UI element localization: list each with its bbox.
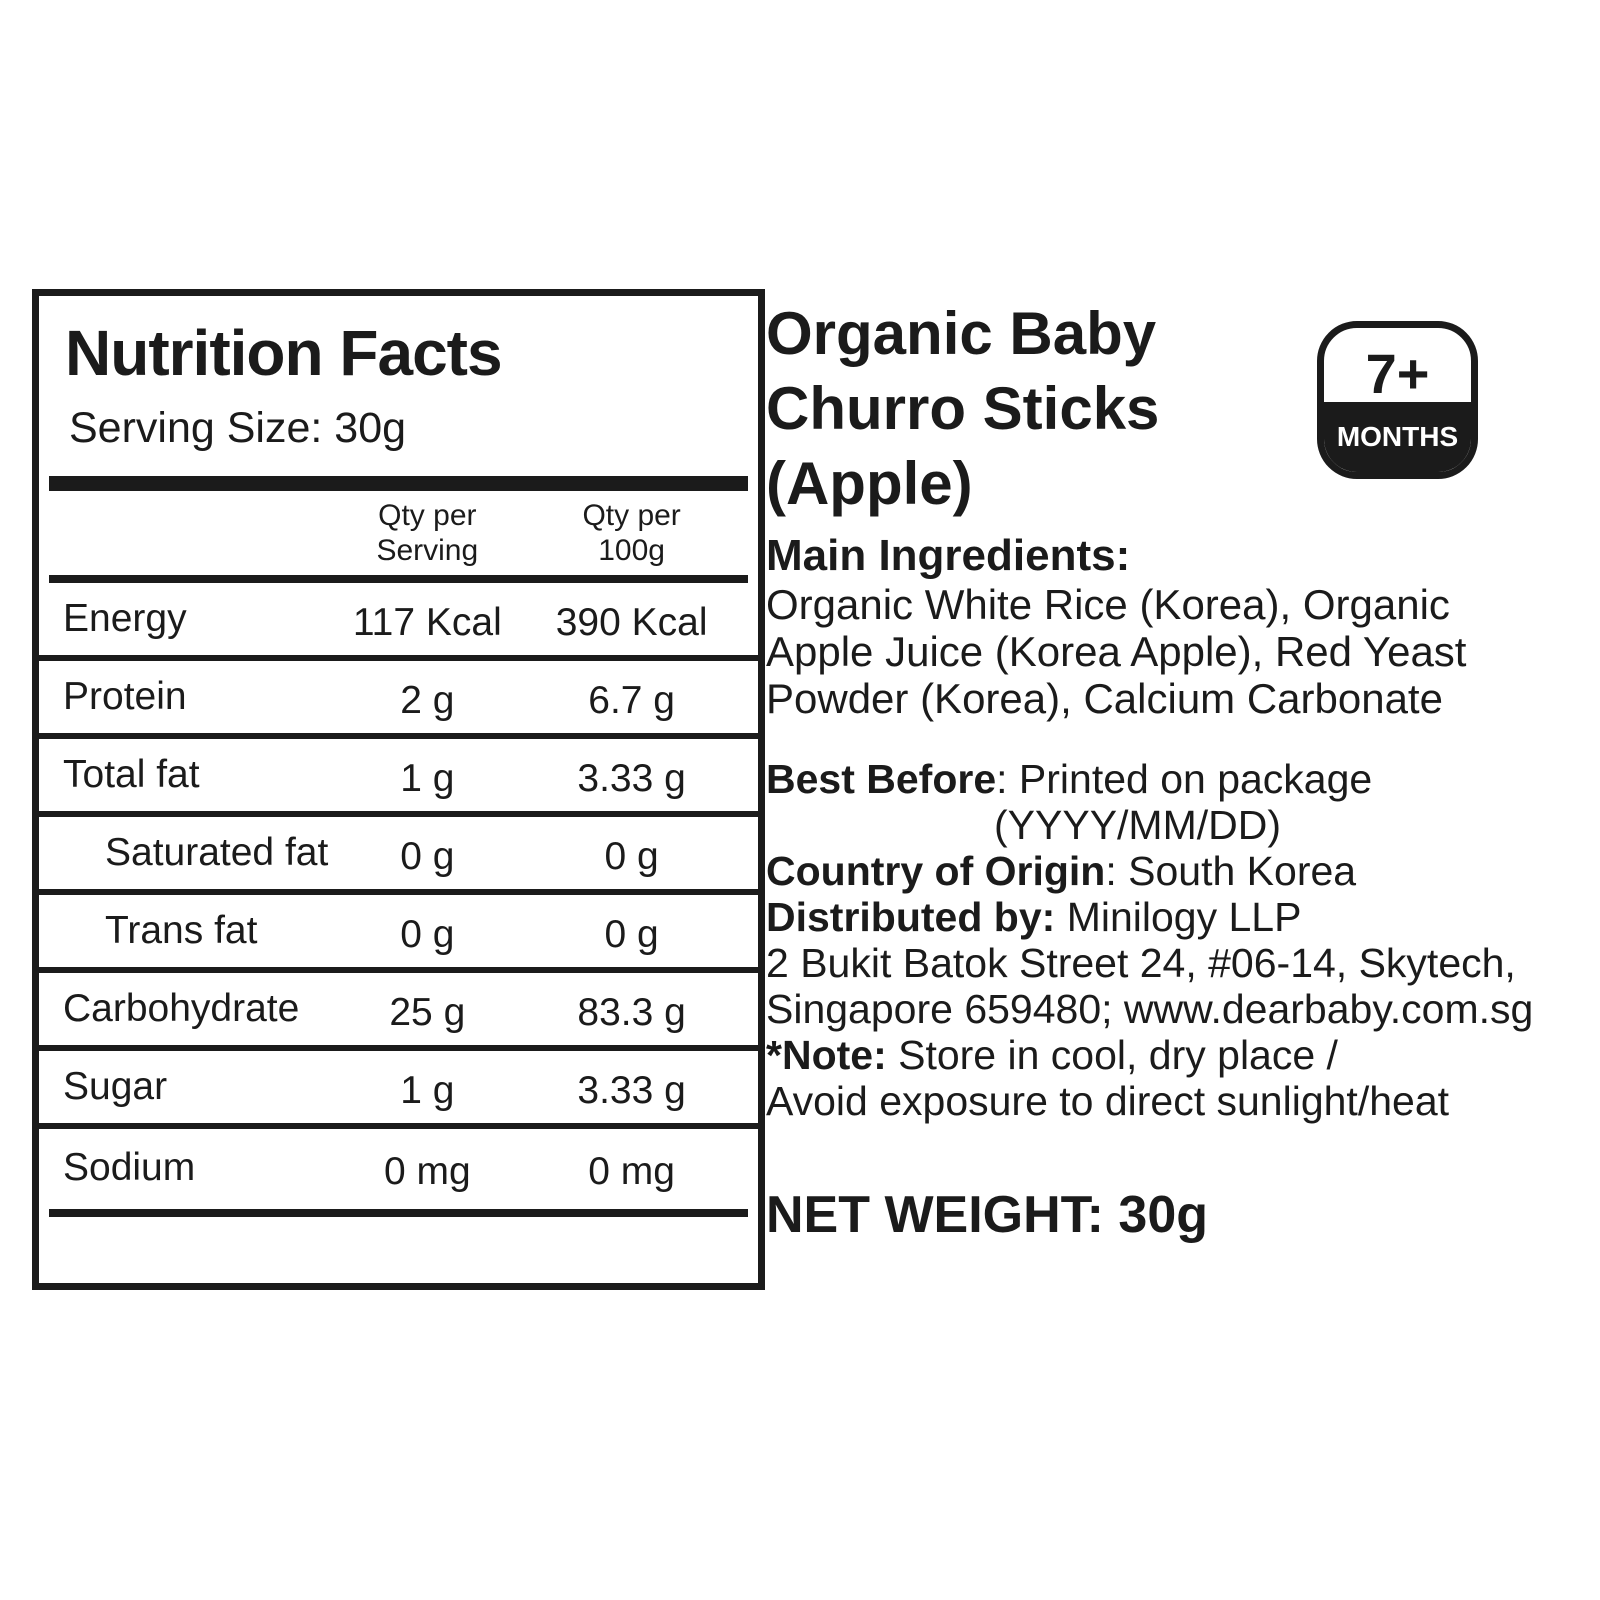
- distributor-value: Minilogy LLP: [1055, 894, 1302, 940]
- header-qty-per-100g-line1: Qty per: [582, 499, 681, 532]
- nutrition-table-header: Qty per Serving Qty per 100g: [39, 491, 758, 575]
- storage-note-label: *Note:: [766, 1032, 887, 1078]
- storage-note-value: Store in cool, dry place /: [886, 1032, 1338, 1078]
- row-serving-value: 1 g: [400, 757, 455, 800]
- address-line: 2 Bukit Batok Street 24, #06-14, Skytech…: [766, 940, 1516, 986]
- product-details: Best Before: Printed on package (YYYY/MM…: [766, 756, 1572, 1124]
- age-badge-unit: MONTHS: [1324, 402, 1471, 472]
- row-serving-value: 0 mg: [383, 1150, 471, 1193]
- row-label: Sodium: [63, 1146, 196, 1189]
- row-100g-value: 3.33 g: [577, 1069, 686, 1112]
- ingredients-line: Powder (Korea), Calcium Carbonate: [766, 675, 1443, 722]
- country-of-origin-label: Country of Origin: [766, 848, 1106, 894]
- row-100g-value: 3.33 g: [577, 757, 686, 800]
- storage-note: *Note: Store in cool, dry place /: [766, 1032, 1572, 1078]
- row-serving-value: 1 g: [400, 1069, 455, 1112]
- row-serving-value: 0 g: [400, 835, 455, 878]
- ingredients-line: Organic White Rice (Korea), Organic: [766, 581, 1450, 628]
- row-100g-value: 0 g: [604, 913, 659, 956]
- row-serving-value: 25 g: [389, 991, 466, 1034]
- header-qty-per-100g: Qty per 100g: [519, 498, 744, 568]
- row-100g-value: 0 mg: [588, 1150, 675, 1193]
- net-weight: NET WEIGHT: 30g: [766, 1186, 1209, 1244]
- table-row-total-fat: Total fat 1 g 3.33 g: [39, 739, 758, 817]
- best-before-format: (YYYY/MM/DD): [994, 802, 1281, 848]
- best-before-value: : Printed on package: [996, 756, 1373, 802]
- row-label: Carbohydrate: [63, 987, 300, 1030]
- table-row-trans-fat: Trans fat 0 g 0 g: [39, 895, 758, 973]
- ingredients-line: Apple Juice (Korea Apple), Red Yeast: [766, 628, 1467, 675]
- nutrition-facts-panel: Nutrition Facts Serving Size: 30g Qty pe…: [32, 289, 765, 1290]
- age-badge: 7+ MONTHS: [1317, 321, 1478, 479]
- best-before: Best Before: Printed on package: [766, 756, 1572, 802]
- storage-note-line2: Avoid exposure to direct sunlight/heat: [766, 1078, 1450, 1124]
- header-qty-per-100g-line2: 100g: [598, 534, 665, 567]
- table-row-saturated-fat: Saturated fat 0 g 0 g: [39, 817, 758, 895]
- row-label: Energy: [63, 597, 187, 640]
- row-serving-value: 0 g: [400, 913, 455, 956]
- table-row-energy: Energy 117 Kcal 390 Kcal: [39, 583, 758, 661]
- row-100g-value: 0 g: [604, 835, 659, 878]
- distributor-label: Distributed by:: [766, 894, 1056, 940]
- product-info-column: Organic Baby Churro Sticks (Apple) Main …: [766, 296, 1572, 1244]
- header-qty-per-serving: Qty per Serving: [335, 498, 519, 568]
- table-row-sodium: Sodium 0 mg 0 mg: [39, 1129, 758, 1207]
- best-before-label: Best Before: [766, 756, 997, 802]
- table-row-protein: Protein 2 g 6.7 g: [39, 661, 758, 739]
- serving-size: Serving Size: 30g: [69, 404, 407, 452]
- row-label: Total fat: [63, 753, 200, 796]
- row-label: Sugar: [63, 1065, 168, 1108]
- row-label: Saturated fat: [105, 831, 329, 874]
- header-qty-per-serving-line1: Qty per: [378, 499, 477, 532]
- age-badge-age: 7+: [1365, 342, 1430, 405]
- distributor: Distributed by: Minilogy LLP: [766, 894, 1572, 940]
- table-row-carbohydrate: Carbohydrate 25 g 83.3 g: [39, 973, 758, 1051]
- row-100g-value: 390 Kcal: [555, 601, 708, 644]
- divider-medium: [49, 575, 748, 583]
- address-line: Singapore 659480; www.dearbaby.com.sg: [766, 986, 1534, 1032]
- divider-bottom: [49, 1209, 748, 1217]
- row-100g-value: 83.3 g: [577, 991, 686, 1034]
- row-serving-value: 2 g: [400, 679, 455, 722]
- table-row-sugar: Sugar 1 g 3.33 g: [39, 1051, 758, 1129]
- row-label: Protein: [63, 675, 187, 718]
- country-of-origin: Country of Origin: South Korea: [766, 848, 1572, 894]
- product-title: Organic Baby Churro Sticks (Apple): [766, 300, 1160, 517]
- row-label: Trans fat: [105, 909, 258, 952]
- divider-thick: [49, 476, 748, 491]
- ingredients-heading: Main Ingredients:: [766, 531, 1131, 580]
- row-100g-value: 6.7 g: [588, 679, 675, 722]
- nutrition-facts-title: Nutrition Facts: [65, 317, 503, 389]
- country-of-origin-value: : South Korea: [1105, 848, 1357, 894]
- row-serving-value: 117 Kcal: [352, 601, 502, 644]
- header-qty-per-serving-line2: Serving: [376, 534, 479, 567]
